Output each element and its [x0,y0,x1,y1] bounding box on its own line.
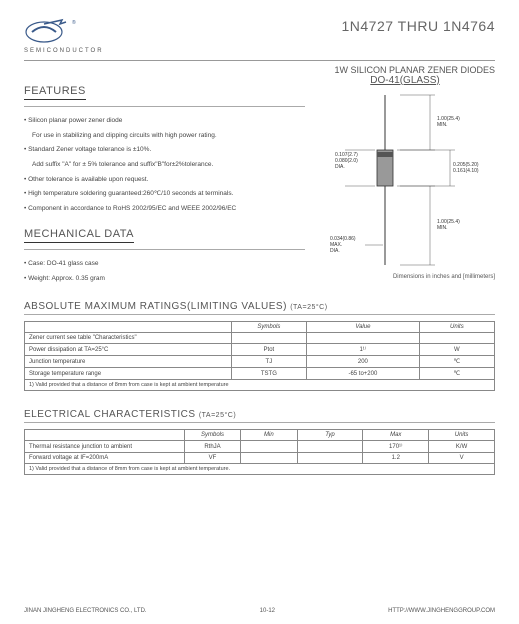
th: Units [429,430,495,441]
mechanical-header: MECHANICAL DATA [24,228,134,243]
feature-item: Standard Zener voltage tolerance is ±10%… [24,144,305,156]
footer: JINAN JINGHENG ELECTRONICS CO., LTD. 10-… [24,608,495,614]
mech-item: Weight: Approx. 0.35 gram [24,273,305,285]
th: Symbols [231,322,306,333]
th: Symbols [184,430,240,441]
table-row: Junction temperatureTJ200℃ [25,356,495,368]
feature-item: Silicon planar power zener diode [24,115,305,127]
header: ® SEMICONDUCTOR 1N4727 THRU 1N4764 [24,18,495,54]
abs-max-title-text: ABSOLUTE MAXIMUM RATINGS(LIMITING VALUES… [24,301,287,312]
elec-table: Symbols Min Typ Max Units Thermal resist… [24,429,495,475]
table-footnote-row: 1) Valid provided that a distance of 8mm… [25,380,495,391]
features-header: FEATURES [24,85,86,100]
svg-text:DIA.: DIA. [335,164,345,170]
package-diagram-area: DO-41(GLASS) 1.00(25.4) MIN. 0.107(2.7) … [315,75,495,287]
svg-text:MIN.: MIN. [437,225,448,231]
svg-text:MIN.: MIN. [437,122,448,128]
th: Typ [297,430,363,441]
feature-item: High temperature soldering guaranteed:26… [24,188,305,200]
th [25,322,232,333]
table-row: Power dissipation at TA=25°CPtot1¹⁾W [25,344,495,356]
table-row: Forward voltage at IF=200mAVF1.2V [25,453,495,464]
footer-page: 10-12 [260,608,275,614]
table-row: Thermal resistance junction to ambientRt… [25,441,495,453]
abs-max-table: Symbols Value Units Zener current see ta… [24,321,495,391]
svg-text:®: ® [72,19,76,26]
feature-item: For use in stabilizing and clipping circ… [32,130,305,142]
th: Value [306,322,419,333]
feature-item: Other tolerance is available upon reques… [24,174,305,186]
mechanical-list: Case: DO-41 glass case Weight: Approx. 0… [24,258,305,284]
feature-item: Component in accordance to RoHS 2002/95/… [24,203,305,215]
elec-title: ELECTRICAL CHARACTERISTICS (TA=25°C) [24,409,495,420]
mech-item: Case: DO-41 glass case [24,258,305,270]
elec-condition: (TA=25°C) [199,412,236,419]
company-logo: ® [24,18,84,46]
subtitle: 1W SILICON PLANAR ZENER DIODES [24,65,495,75]
footer-company: JINAN JINGHENG ELECTRONICS CO., LTD. [24,608,147,614]
table-header-row: Symbols Value Units [25,322,495,333]
elec-title-text: ELECTRICAL CHARACTERISTICS [24,409,196,420]
package-diagram: 1.00(25.4) MIN. 0.107(2.7) 0.080(2.0) DI… [315,90,485,270]
svg-text:DIA.: DIA. [330,248,340,254]
abs-max-condition: (TA=25°C) [290,304,327,311]
table-footnote-row: 1) Valid provided that a distance of 8mm… [25,464,495,475]
left-column: FEATURES Silicon planar power zener diod… [24,75,305,287]
title-area: 1N4727 THRU 1N4764 [342,18,496,34]
abs-max-title: ABSOLUTE MAXIMUM RATINGS(LIMITING VALUES… [24,301,495,312]
svg-text:0.161(4.10): 0.161(4.10) [453,168,479,174]
logo-area: ® SEMICONDUCTOR [24,18,104,54]
th: Min [241,430,297,441]
semiconductor-label: SEMICONDUCTOR [24,48,104,54]
th [25,430,185,441]
part-number: 1N4727 THRU 1N4764 [342,18,496,34]
table-header-row: Symbols Min Typ Max Units [25,430,495,441]
dimension-note: Dimensions in inches and [millimeters] [315,274,495,280]
footer-url: HTTP://WWW.JINGHENGGROUP.COM [388,608,495,614]
feature-item: Add suffix "A" for ± 5% tolerance and su… [32,159,305,171]
header-divider [24,60,495,61]
table-row: Zener current see table "Characteristics… [25,333,495,344]
table-row: Storage temperature rangeTSTG-65 to+200℃ [25,368,495,380]
features-list: Silicon planar power zener diode For use… [24,115,305,215]
package-label: DO-41(GLASS) [315,75,495,86]
th: Max [363,430,429,441]
main-content: FEATURES Silicon planar power zener diod… [24,75,495,287]
th: Units [419,322,494,333]
